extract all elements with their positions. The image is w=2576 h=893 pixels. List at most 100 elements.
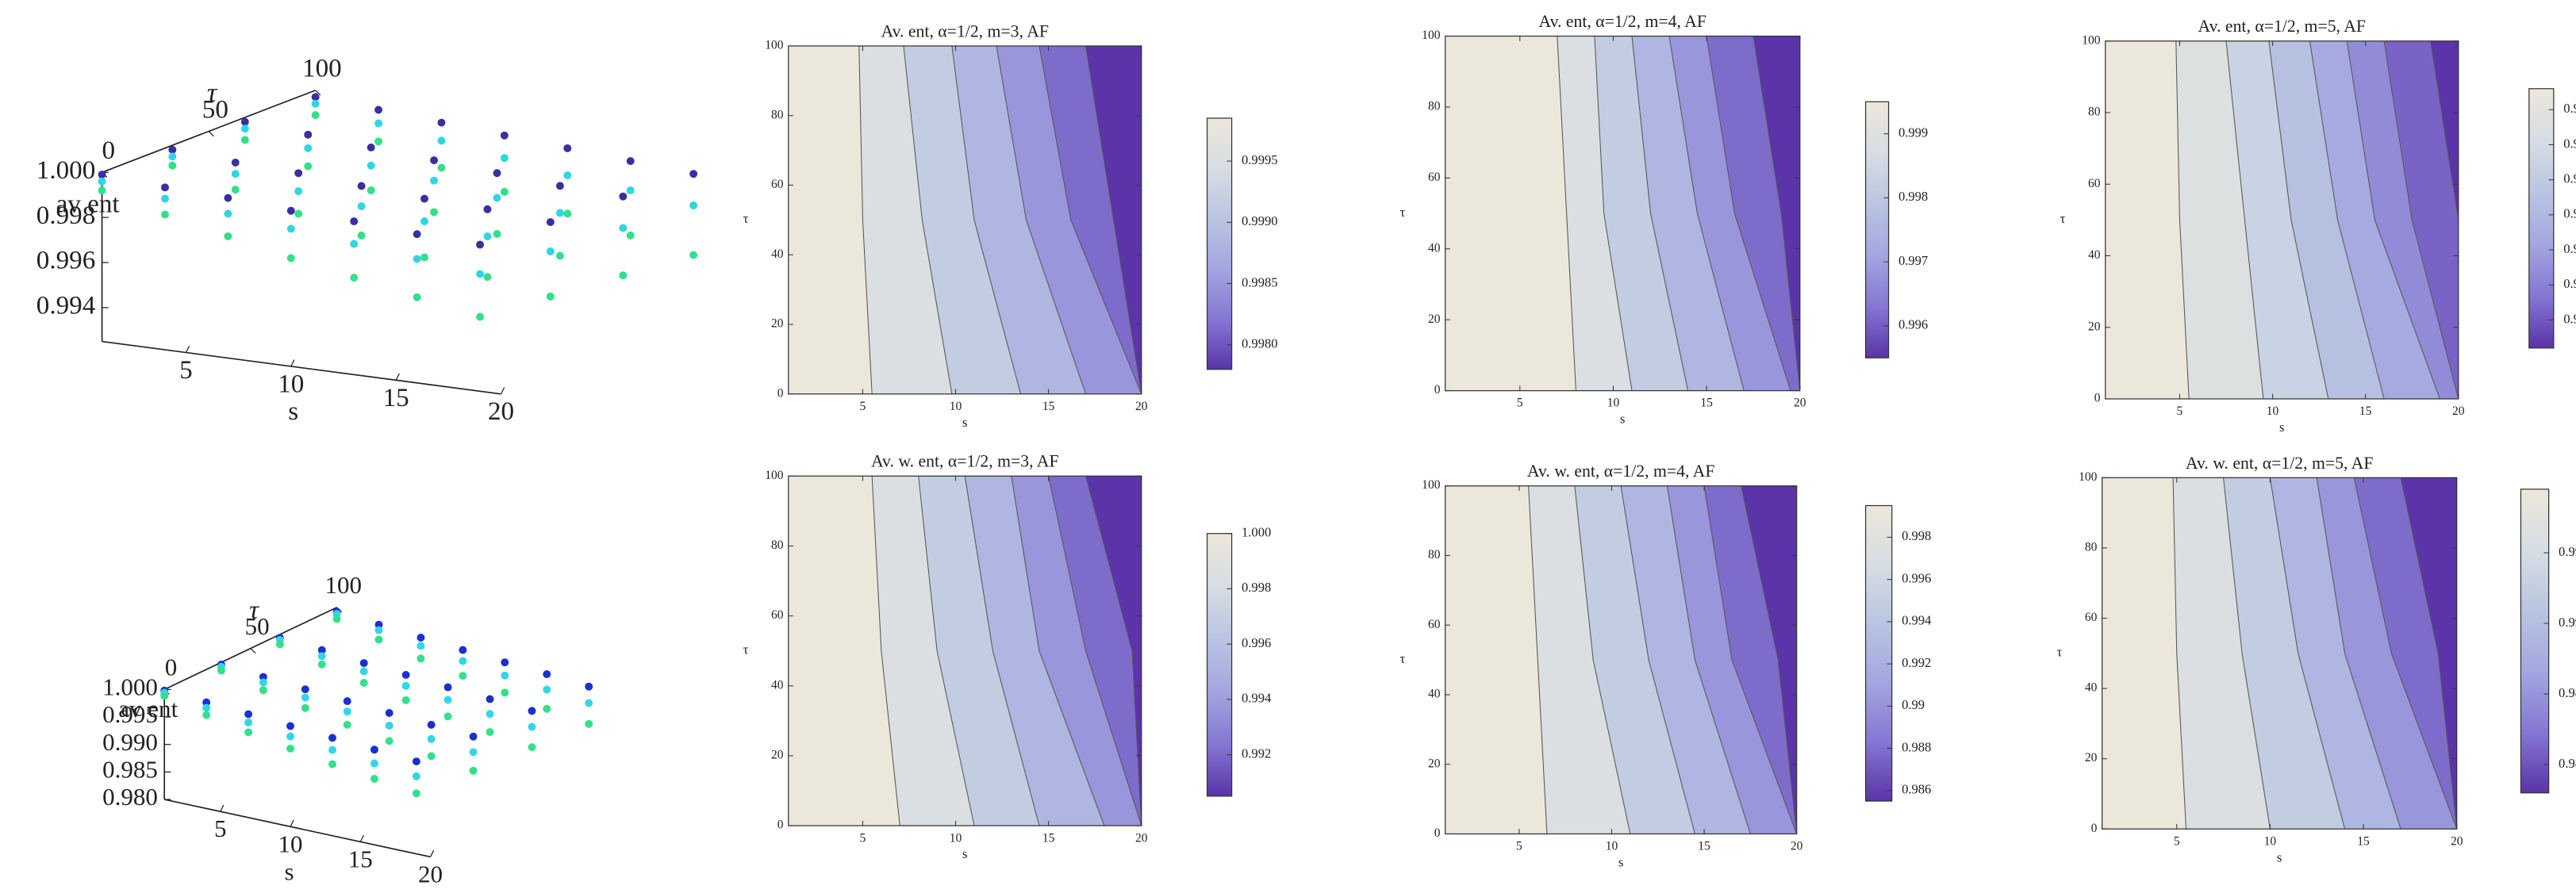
tau-tick-label: 0 bbox=[165, 653, 178, 681]
s-tick bbox=[290, 819, 294, 827]
y-tick-label: 100 bbox=[2079, 470, 2098, 484]
z-tick-label: 0.985 bbox=[102, 755, 158, 783]
contour-band bbox=[1753, 36, 1800, 391]
point bbox=[430, 176, 439, 185]
point bbox=[500, 187, 509, 196]
y-axis-label: τ bbox=[1400, 651, 1406, 666]
colorbar-tick-label: 0.994 bbox=[2563, 276, 2576, 291]
point bbox=[301, 685, 309, 694]
point bbox=[500, 131, 509, 140]
tau-tick bbox=[208, 131, 214, 137]
x-tick-label: 10 bbox=[1606, 840, 1618, 853]
point bbox=[350, 240, 359, 248]
point bbox=[275, 640, 284, 649]
contour-line bbox=[2346, 40, 2440, 399]
colorbar-tick-label: 0.994 bbox=[1902, 613, 1932, 628]
contour-bands bbox=[1445, 36, 1800, 391]
x-tick-label: 15 bbox=[2357, 834, 2370, 848]
s-tick-label: 20 bbox=[488, 397, 514, 426]
s-tick bbox=[185, 345, 190, 353]
s-tick-label: 15 bbox=[348, 845, 373, 872]
point bbox=[585, 699, 593, 707]
point bbox=[367, 143, 375, 151]
plot-frame bbox=[788, 45, 1142, 395]
point bbox=[286, 206, 295, 215]
z-axis-label: av ent bbox=[118, 695, 178, 722]
z-tick-label: 0.980 bbox=[102, 783, 158, 811]
point bbox=[294, 169, 303, 178]
point bbox=[98, 171, 106, 179]
point bbox=[443, 696, 452, 704]
contour-line bbox=[1741, 485, 1797, 834]
point bbox=[244, 710, 253, 719]
chart-title: Av. w. ent, α=1/2, m=3, AF bbox=[871, 452, 1059, 471]
z-tick-label: 0.994 bbox=[36, 290, 96, 320]
x-tick-label: 20 bbox=[2452, 404, 2465, 418]
z-tick-label: 1.000 bbox=[36, 155, 96, 185]
point bbox=[304, 130, 313, 139]
point bbox=[555, 182, 564, 190]
point bbox=[343, 720, 351, 729]
point bbox=[413, 293, 421, 301]
y-tick-label: 40 bbox=[1428, 241, 1441, 255]
colorbar-tick-label: 0.996 bbox=[2563, 206, 2576, 221]
colorbar-tick-label: 1.000 bbox=[1242, 524, 1271, 539]
point bbox=[231, 159, 240, 167]
tau-axis bbox=[102, 90, 316, 174]
point bbox=[483, 232, 492, 240]
point bbox=[350, 217, 359, 226]
s-tick-label: 5 bbox=[214, 814, 227, 842]
y-tick-label: 100 bbox=[1422, 478, 1441, 492]
tau-tick-label: 0 bbox=[102, 136, 116, 165]
colorbar-tick-label: 0.9985 bbox=[1242, 274, 1278, 289]
point bbox=[493, 230, 501, 238]
point bbox=[430, 208, 439, 217]
contour-line bbox=[1753, 36, 1800, 391]
point bbox=[202, 703, 211, 712]
point bbox=[98, 186, 106, 195]
x-axis-label: s bbox=[2277, 849, 2282, 864]
x-tick-label: 15 bbox=[1042, 831, 1055, 845]
tau-tick-label: 100 bbox=[302, 54, 342, 83]
colorbar bbox=[2520, 489, 2550, 794]
point bbox=[427, 720, 436, 729]
contour-line bbox=[858, 45, 873, 394]
scatter3d-plot: 1.000 0.998 0.996 0.994 5 10 15 20 0 50 100 s τ av en… bbox=[36, 54, 698, 426]
contour-line bbox=[1038, 45, 1142, 394]
tau-tick bbox=[250, 648, 256, 654]
y-tick-label: 80 bbox=[771, 538, 784, 552]
contour-band bbox=[1741, 485, 1797, 834]
plot-frame bbox=[2105, 40, 2459, 400]
colorbar bbox=[1864, 504, 1893, 802]
contour-plot: 5 10 15 20 0 20 40 60 80 100 Av. ent, α=1/2, m=5, … bbox=[2060, 17, 2576, 435]
point bbox=[332, 615, 341, 623]
contour-plot: 5 10 15 20 0 20 40 60 80 100 Av. w. ent, α=1/2, m=… bbox=[2056, 454, 2576, 865]
point bbox=[401, 681, 410, 690]
contour-line bbox=[1631, 36, 1689, 391]
z-tick-label: 0.996 bbox=[36, 246, 96, 275]
point bbox=[626, 231, 635, 240]
y-tick-label: 0 bbox=[2094, 392, 2101, 405]
point bbox=[301, 693, 309, 702]
contour-line bbox=[2175, 40, 2190, 399]
contour-band bbox=[2105, 40, 2190, 399]
point bbox=[476, 270, 485, 278]
point bbox=[259, 678, 267, 687]
point bbox=[417, 642, 425, 650]
x-axis-label: s bbox=[1618, 855, 1623, 870]
z-tick-label: 0.998 bbox=[36, 201, 96, 230]
point bbox=[412, 757, 420, 766]
contour-line bbox=[1620, 485, 1695, 834]
s-tick bbox=[429, 849, 435, 857]
z-tick-label: 0.990 bbox=[102, 728, 158, 756]
contour-line bbox=[1574, 485, 1631, 834]
x-tick-label: 5 bbox=[860, 831, 866, 845]
y-tick-label: 60 bbox=[2088, 177, 2101, 190]
contour-band bbox=[788, 476, 900, 826]
contour-line bbox=[1668, 36, 1745, 391]
point bbox=[359, 667, 368, 676]
tau-tick-label: 50 bbox=[202, 94, 228, 124]
point bbox=[501, 658, 509, 667]
point bbox=[385, 709, 394, 717]
